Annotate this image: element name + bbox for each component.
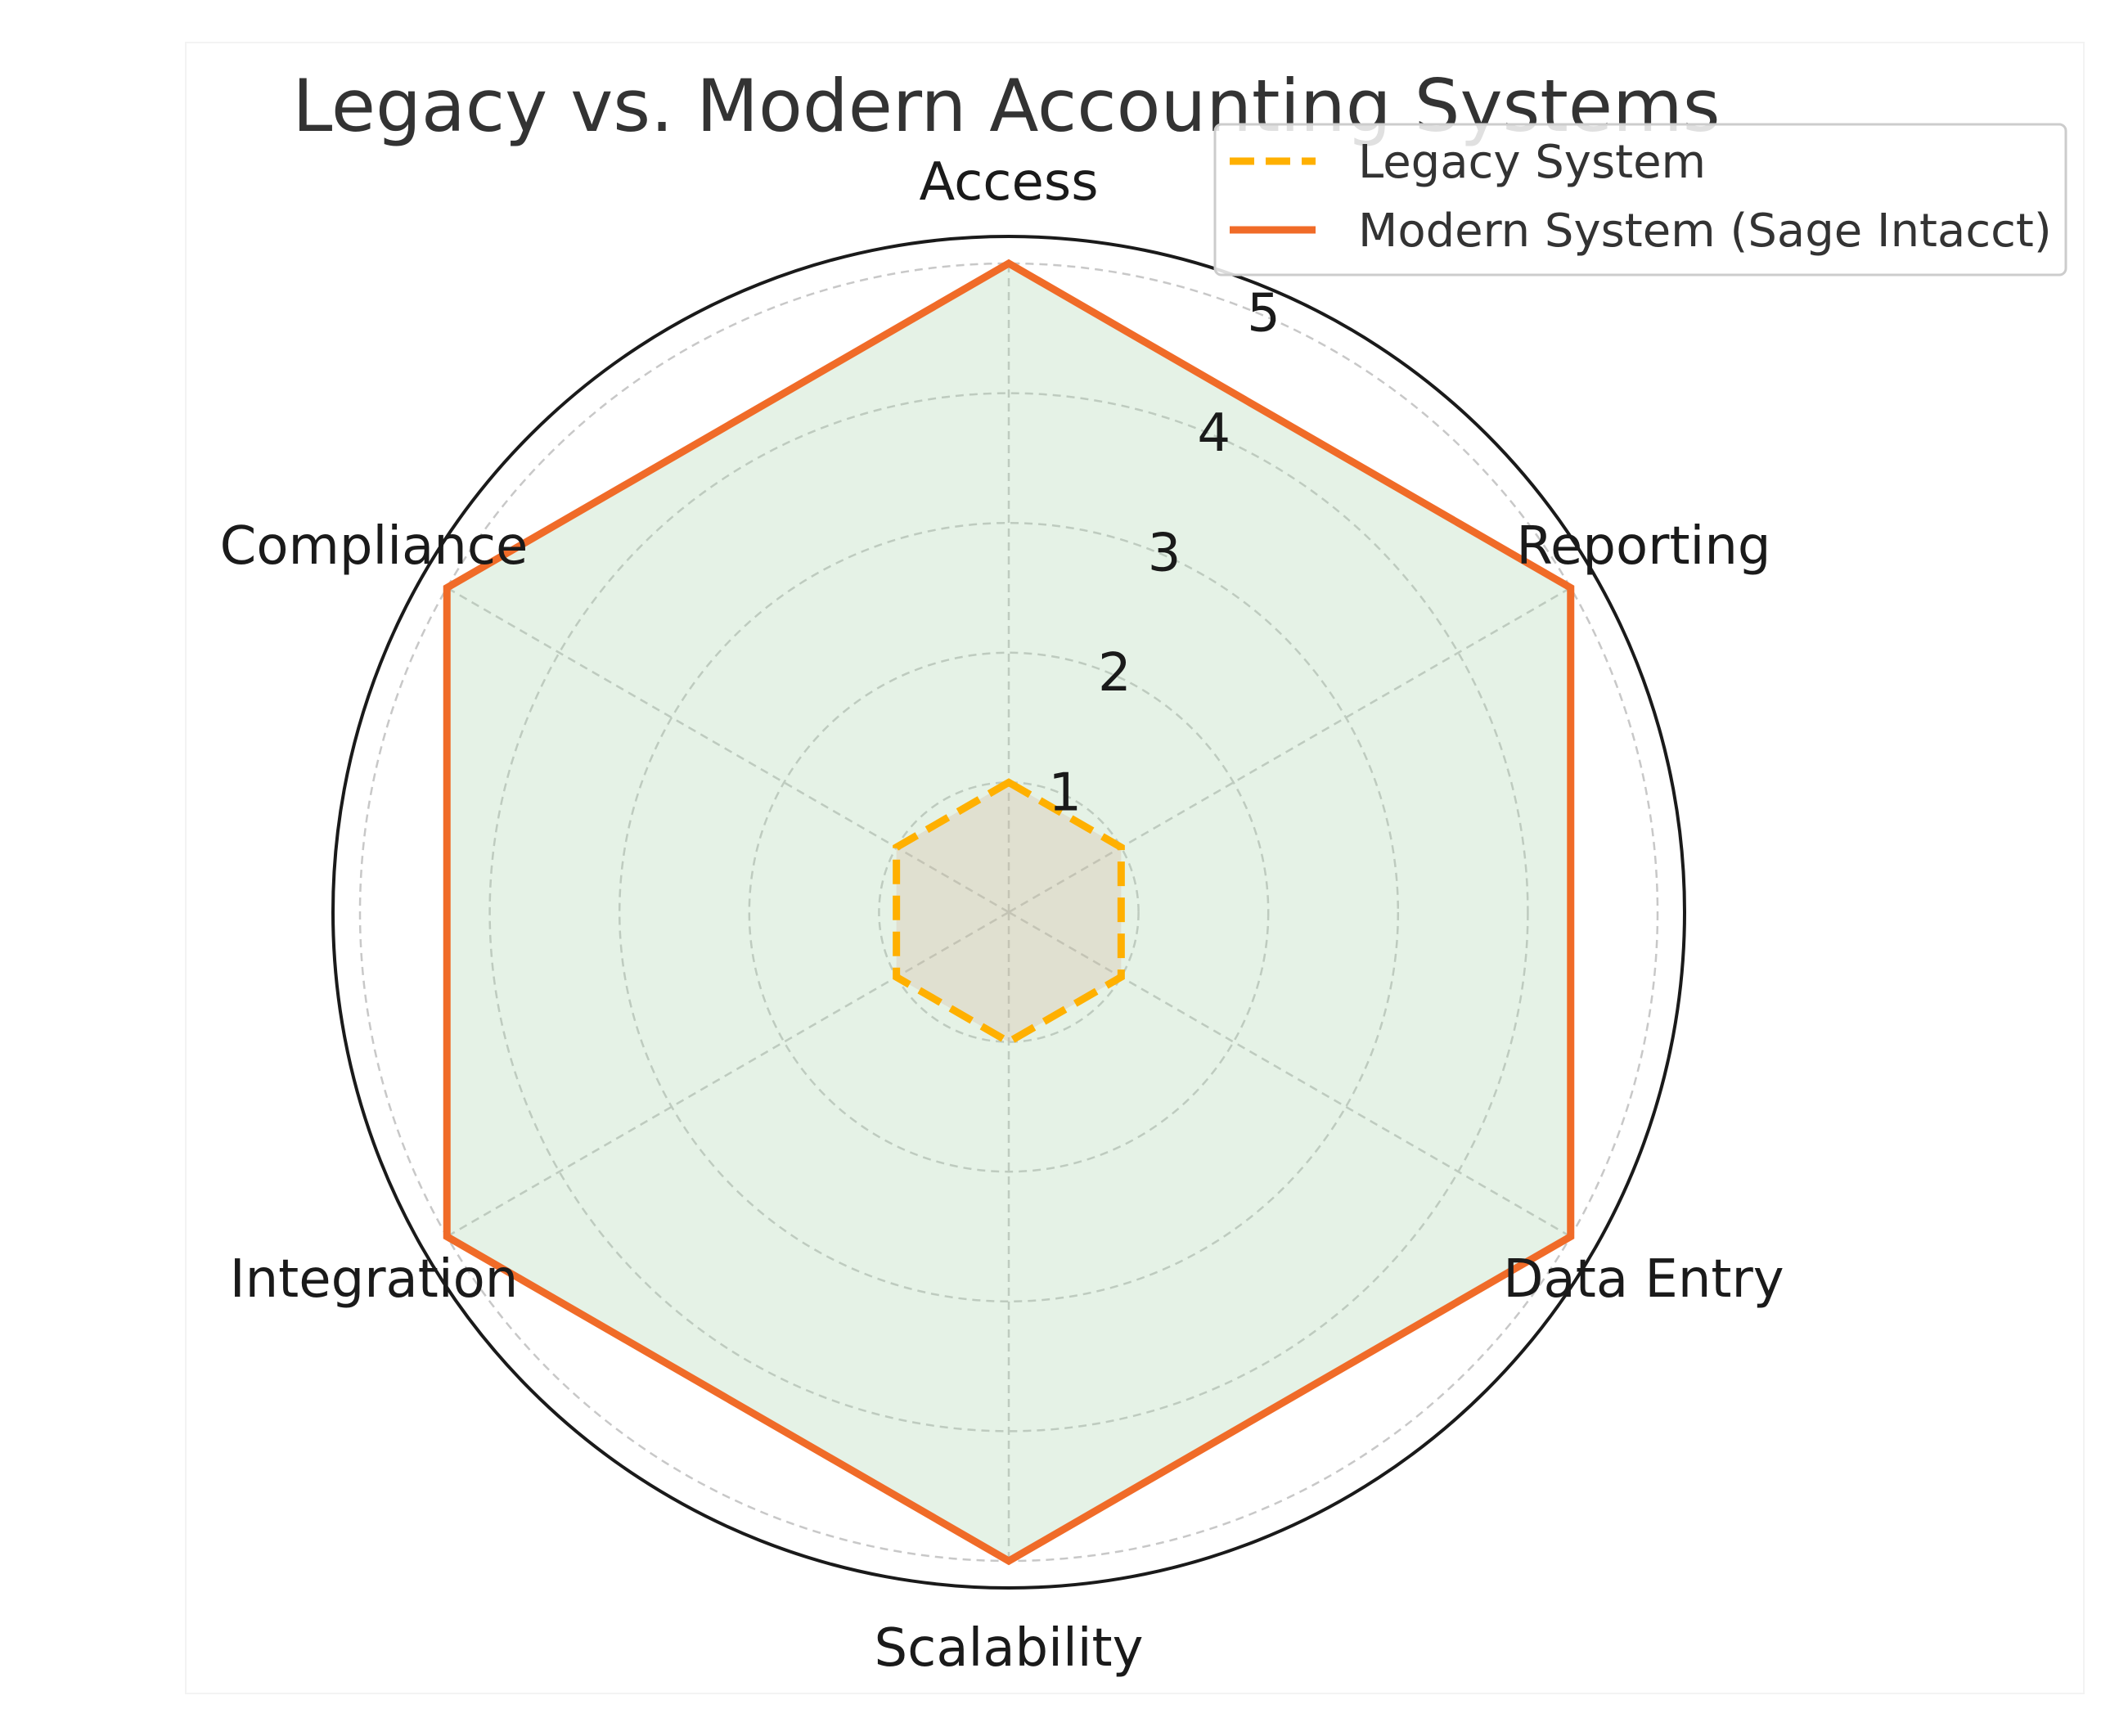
series-line-modern [443, 259, 1575, 1566]
grid-ring-1 [878, 781, 1140, 1043]
legend-box [1213, 123, 2067, 277]
grid-ring-2 [748, 651, 1270, 1173]
spoke-5 [446, 587, 1010, 914]
category-label-reporting: Reporting [1516, 516, 1770, 577]
legend: Legacy System Modern System (Sage Intacc… [1213, 123, 2067, 277]
r-tick-label-5: 5 [1247, 283, 1280, 344]
category-label-scalability: Scalability [875, 1618, 1144, 1679]
series-fill-legacy [896, 782, 1122, 1042]
category-label-access: Access [919, 152, 1098, 213]
plot-background [185, 42, 2085, 1694]
r-tick-label-1: 1 [1048, 762, 1082, 823]
grid-ring-3 [618, 521, 1400, 1303]
grid-ring-4 [488, 392, 1529, 1432]
spoke-4 [446, 911, 1010, 1238]
series-line-legacy [893, 778, 1125, 1046]
category-label-integration: Integration [230, 1249, 519, 1310]
r-tick-label-4: 4 [1197, 403, 1230, 464]
grid-layer [331, 235, 1686, 1590]
polar-frame [331, 235, 1686, 1590]
legend-label-legacy: Legacy System [1358, 136, 1706, 189]
category-label-compliance: Compliance [220, 516, 529, 577]
r-tick-label-2: 2 [1098, 643, 1131, 704]
series-layer [443, 259, 1575, 1566]
legend-label-modern: Modern System (Sage Intacct) [1358, 205, 2052, 258]
spoke-1 [1008, 587, 1572, 914]
category-label-data-entry: Data Entry [1503, 1249, 1784, 1310]
spoke-2 [1008, 911, 1572, 1238]
r-tick-label-3: 3 [1148, 523, 1181, 583]
series-fill-modern [447, 263, 1571, 1561]
